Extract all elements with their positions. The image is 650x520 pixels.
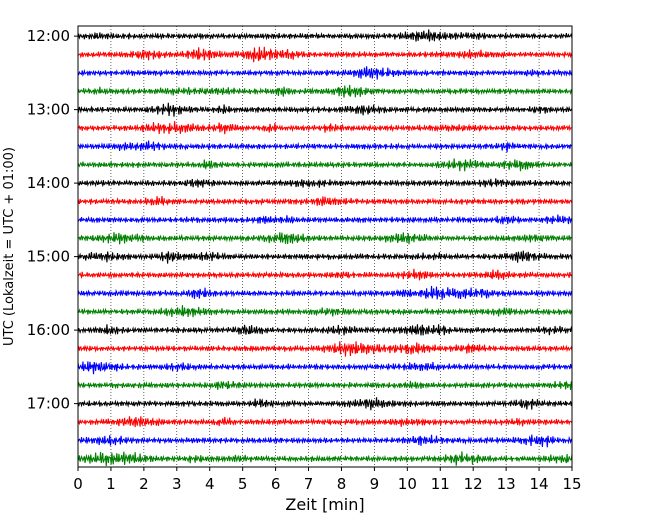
y-axis-label: UTC (Lokalzeit = UTC + 01:00) [2, 147, 17, 346]
trace-group [77, 29, 573, 467]
x-tick-label: 3 [172, 475, 182, 493]
x-tick-label: 8 [337, 475, 347, 493]
trace-line [77, 341, 573, 357]
trace-line [77, 84, 573, 98]
trace-line [77, 451, 573, 467]
y-tick-label: 13:00 [27, 101, 70, 119]
trace-line [77, 102, 573, 117]
trace-line [77, 158, 573, 172]
x-tick-label: 2 [139, 475, 149, 493]
trace-line [77, 380, 573, 390]
trace-line [77, 397, 573, 411]
x-axis: 0 1 2 3 4 5 6 7 8 9 10 11 12 13 14 15 [73, 467, 582, 493]
x-tick-label: 9 [370, 475, 380, 493]
x-tick-label: 13 [497, 475, 516, 493]
y-tick-label: 12:00 [27, 27, 70, 45]
y-axis: 12:00 13:00 14:00 15:00 16:00 17:00 [27, 27, 78, 413]
x-tick-label: 14 [530, 475, 549, 493]
trace-line [77, 250, 573, 264]
trace-line [77, 66, 573, 80]
trace-line [77, 416, 573, 428]
y-tick-label: 17:00 [27, 395, 70, 413]
trace-line [77, 305, 573, 318]
trace-line [77, 232, 573, 245]
trace-line [77, 361, 573, 375]
x-tick-label: 6 [271, 475, 281, 493]
x-tick-label: 0 [73, 475, 83, 493]
x-tick-label: 12 [464, 475, 483, 493]
y-tick-label: 16:00 [27, 321, 70, 339]
trace-line [77, 285, 573, 300]
trace-line [77, 178, 573, 188]
x-tick-label: 5 [238, 475, 248, 493]
plot-frame [77, 25, 573, 468]
trace-line [77, 121, 573, 135]
y-tick-label: 15:00 [27, 248, 70, 266]
x-tick-label: 11 [431, 475, 450, 493]
trace-line [77, 140, 573, 153]
trace-line [77, 46, 573, 63]
x-axis-label: Zeit [min] [285, 495, 364, 514]
trace-line [77, 195, 573, 207]
y-tick-label: 14:00 [27, 174, 70, 192]
trace-line [77, 214, 573, 225]
x-tick-label: 7 [304, 475, 314, 493]
trace-line [77, 324, 573, 336]
trace-line [77, 268, 573, 281]
x-tick-label: 10 [398, 475, 417, 493]
x-tick-label: 15 [562, 475, 581, 493]
trace-line [77, 29, 573, 42]
x-tick-label: 4 [205, 475, 215, 493]
x-tick-label: 1 [106, 475, 116, 493]
trace-line [77, 434, 573, 448]
